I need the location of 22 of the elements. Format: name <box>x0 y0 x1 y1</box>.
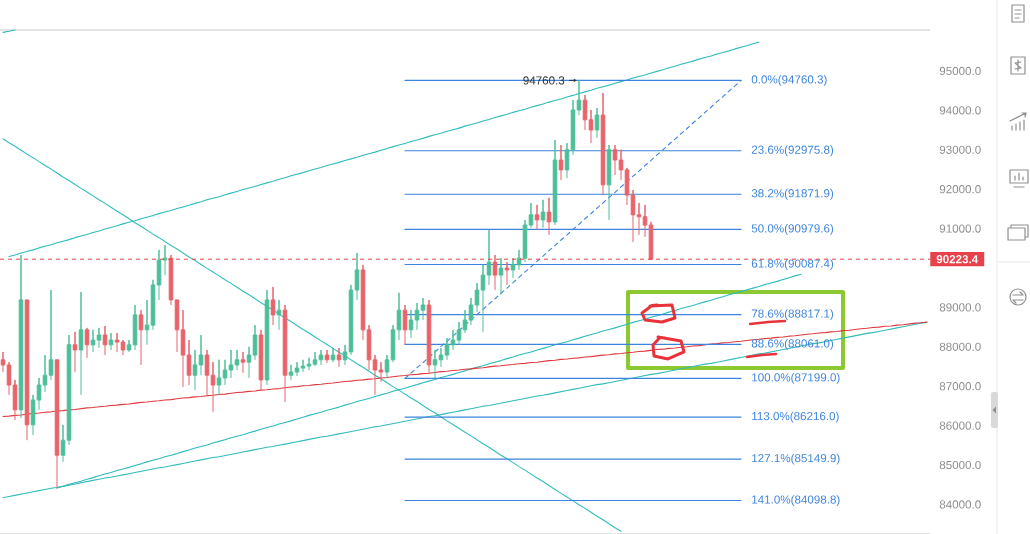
y-tick-label: 91000.0 <box>939 224 981 233</box>
y-tick-label: 95000.0 <box>939 66 981 76</box>
series-label: 0.0%(94760.3) <box>751 75 827 86</box>
series-label: 50.0%(90979.6) <box>751 223 834 235</box>
y-tick-label: 89000.0 <box>939 303 981 312</box>
series-label: 100.0%(87199.0) <box>752 372 840 384</box>
ref-line-label: 90223.4 <box>936 255 979 264</box>
y-tick-label: 93000.0 <box>939 145 981 154</box>
series-label: 113.0%(86216.0) <box>752 411 839 423</box>
series-label: 127.1%(85149.9) <box>752 453 840 465</box>
series-label: 78.6%(88817.1) <box>751 309 834 321</box>
series-label: 38.2%(91871.9) <box>751 188 834 200</box>
y-tick-label: 88000.0 <box>939 342 981 351</box>
y-tick-label: 84000.0 <box>939 500 981 509</box>
series-label: 23.6%(92975.8) <box>751 145 834 157</box>
y-tick-label: 87000.0 <box>939 382 981 391</box>
series-label: 61.8%(90087.4) <box>751 259 834 270</box>
y-tick-label: 92000.0 <box>939 185 981 194</box>
series-label: 141.0%(84098.8) <box>752 495 840 506</box>
y-tick-label: 94000.0 <box>939 106 981 115</box>
y-tick-label: 85000.0 <box>939 460 981 470</box>
y-tick-label: 86000.0 <box>939 421 981 430</box>
